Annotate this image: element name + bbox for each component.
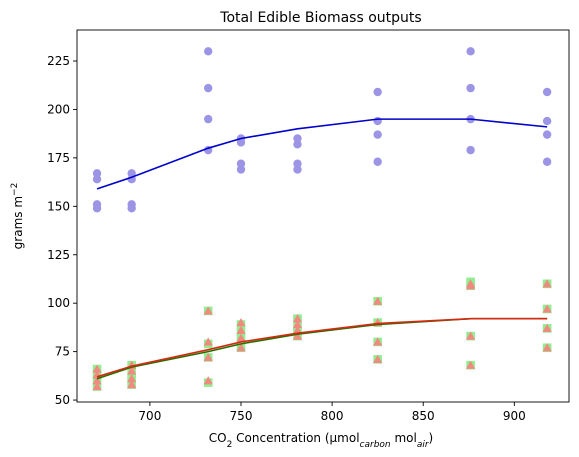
data-point [236, 138, 246, 147]
data-point [542, 157, 552, 166]
data-point [466, 331, 476, 340]
data-point [236, 165, 246, 174]
data-point [203, 337, 213, 346]
data-point [236, 333, 246, 342]
x-tick-label: 900 [503, 409, 526, 423]
data-point [293, 140, 302, 149]
data-point [203, 376, 213, 385]
x-tick-label: 850 [412, 409, 435, 423]
data-point [542, 323, 552, 333]
x-axis-label-part: CO [209, 431, 227, 445]
trend-line [96, 118, 548, 190]
data-point [236, 325, 246, 334]
plot-frame [76, 29, 570, 403]
data-point [92, 364, 102, 373]
y-tick-label: 100 [47, 296, 70, 310]
data-point [236, 159, 246, 168]
data-point [293, 165, 302, 174]
data-point [542, 279, 552, 288]
data-point [203, 352, 213, 362]
data-point [292, 325, 303, 334]
data-point [373, 157, 382, 166]
x-axis-label-part: ) [429, 431, 434, 445]
data-point [466, 145, 475, 155]
data-point [293, 134, 302, 143]
y-axis: 50 75 100 125 150 175 200 225 [47, 54, 77, 407]
trend-line [96, 317, 548, 380]
y-tick-label: 50 [55, 393, 70, 407]
data-point [542, 116, 552, 126]
data-point [203, 306, 213, 315]
data-point [127, 366, 137, 375]
y-tick-label: 150 [47, 199, 70, 213]
data-point [542, 130, 552, 139]
plot-lines [96, 118, 548, 380]
y-axis-label-sup: −2 [10, 183, 20, 196]
data-point [542, 304, 552, 313]
data-point [373, 116, 382, 126]
data-point [292, 314, 303, 323]
x-axis-label-part: mol [391, 431, 417, 445]
y-tick-label: 200 [47, 102, 70, 116]
data-point [373, 130, 382, 139]
data-point [293, 159, 302, 168]
data-point [466, 360, 476, 369]
x-axis: 700 750 800 850 900 [138, 402, 526, 423]
y-tick-label: 75 [55, 345, 70, 359]
y-axis-label: grams m−2 [10, 183, 25, 250]
x-tick-label: 750 [230, 409, 253, 423]
data-point [373, 296, 383, 305]
chart-title: Total Edible Biomass outputs [219, 10, 421, 26]
x-axis-label: CO2 Concentration (μmolcarbon molair) [209, 431, 433, 450]
data-point [204, 47, 213, 56]
data-point [127, 374, 137, 383]
data-point [373, 87, 382, 97]
data-point [466, 47, 475, 56]
data-point [127, 379, 137, 389]
data-point [92, 204, 102, 213]
data-point [204, 114, 213, 124]
data-point [373, 354, 383, 364]
x-axis-label-part: Concentration (μmol [232, 431, 359, 445]
data-point [92, 169, 102, 178]
x-axis-label-sub: air [417, 440, 430, 450]
x-axis-label-sub: 2 [227, 440, 233, 450]
y-tick-label: 225 [47, 54, 70, 68]
data-point [127, 204, 136, 213]
y-tick-label: 125 [47, 248, 70, 262]
data-point [292, 331, 303, 340]
data-point [292, 319, 303, 329]
trend-line [96, 317, 548, 378]
data-point [542, 343, 552, 352]
y-axis-label-part: grams m [11, 196, 25, 249]
x-tick-label: 700 [138, 409, 161, 423]
data-point [373, 337, 383, 346]
data-point [542, 87, 552, 97]
data-point [466, 83, 475, 93]
data-point [92, 381, 102, 391]
data-point [466, 281, 476, 290]
plot-marks [92, 47, 552, 391]
data-point [127, 169, 136, 178]
data-point [236, 317, 246, 327]
data-point [236, 343, 246, 352]
data-point [204, 83, 213, 93]
y-tick-label: 175 [47, 151, 70, 165]
x-tick-label: 800 [321, 409, 344, 423]
x-axis-label-sub: carbon [360, 440, 391, 450]
data-point [92, 174, 102, 184]
data-point [92, 376, 102, 385]
